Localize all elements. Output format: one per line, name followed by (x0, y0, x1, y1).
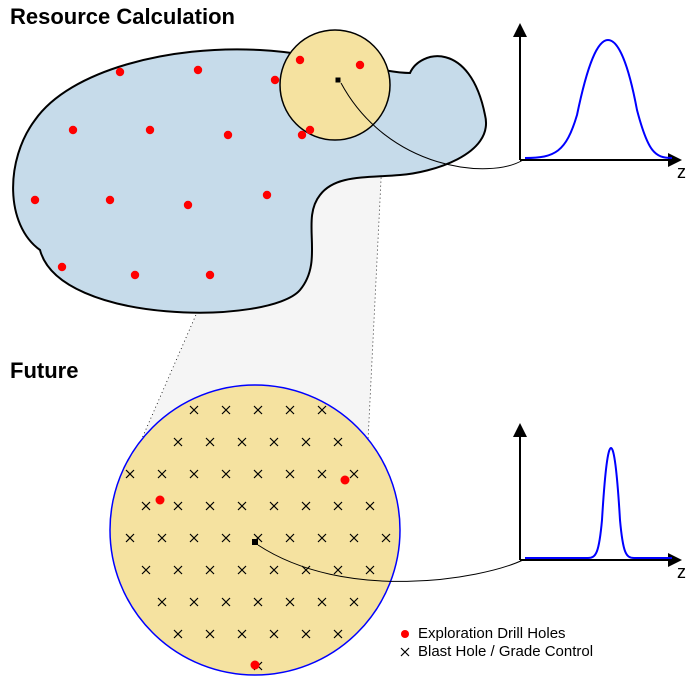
drill-hole (296, 56, 304, 64)
estimation-point-bottom (252, 539, 258, 545)
drill-hole (341, 476, 350, 485)
drill-hole (298, 131, 306, 139)
sample-region-top (280, 30, 390, 140)
drill-hole (146, 126, 154, 134)
sample-region-bottom (110, 385, 400, 675)
drill-hole (116, 68, 124, 76)
orebody-shape (13, 49, 486, 312)
drill-hole (306, 126, 314, 134)
drill-hole (194, 66, 202, 74)
drill-hole (356, 61, 364, 69)
drill-hole (106, 196, 114, 204)
legend-blast-label: Blast Hole / Grade Control (418, 643, 593, 660)
title-top: Resource Calculation (10, 4, 235, 29)
title-bottom: Future (10, 358, 78, 383)
legend-blast-icon (401, 648, 409, 656)
drill-hole (131, 271, 139, 279)
drill-hole (69, 126, 77, 134)
drill-hole (263, 191, 271, 199)
drill-hole (156, 496, 165, 505)
top-chart-axis-label: z (677, 162, 686, 182)
distribution-curve-bottom (525, 448, 672, 558)
legend-drill-label: Exploration Drill Holes (418, 625, 566, 642)
estimation-point-top (336, 78, 341, 83)
drill-hole (58, 263, 66, 271)
drill-hole (271, 76, 279, 84)
drill-hole (224, 131, 232, 139)
distribution-curve-top (525, 40, 672, 158)
drill-hole (251, 661, 260, 670)
drill-hole (206, 271, 214, 279)
drill-hole (184, 201, 192, 209)
drill-hole (31, 196, 39, 204)
legend-drill-icon (401, 630, 409, 638)
bottom-chart-axis-label: z (677, 562, 686, 582)
